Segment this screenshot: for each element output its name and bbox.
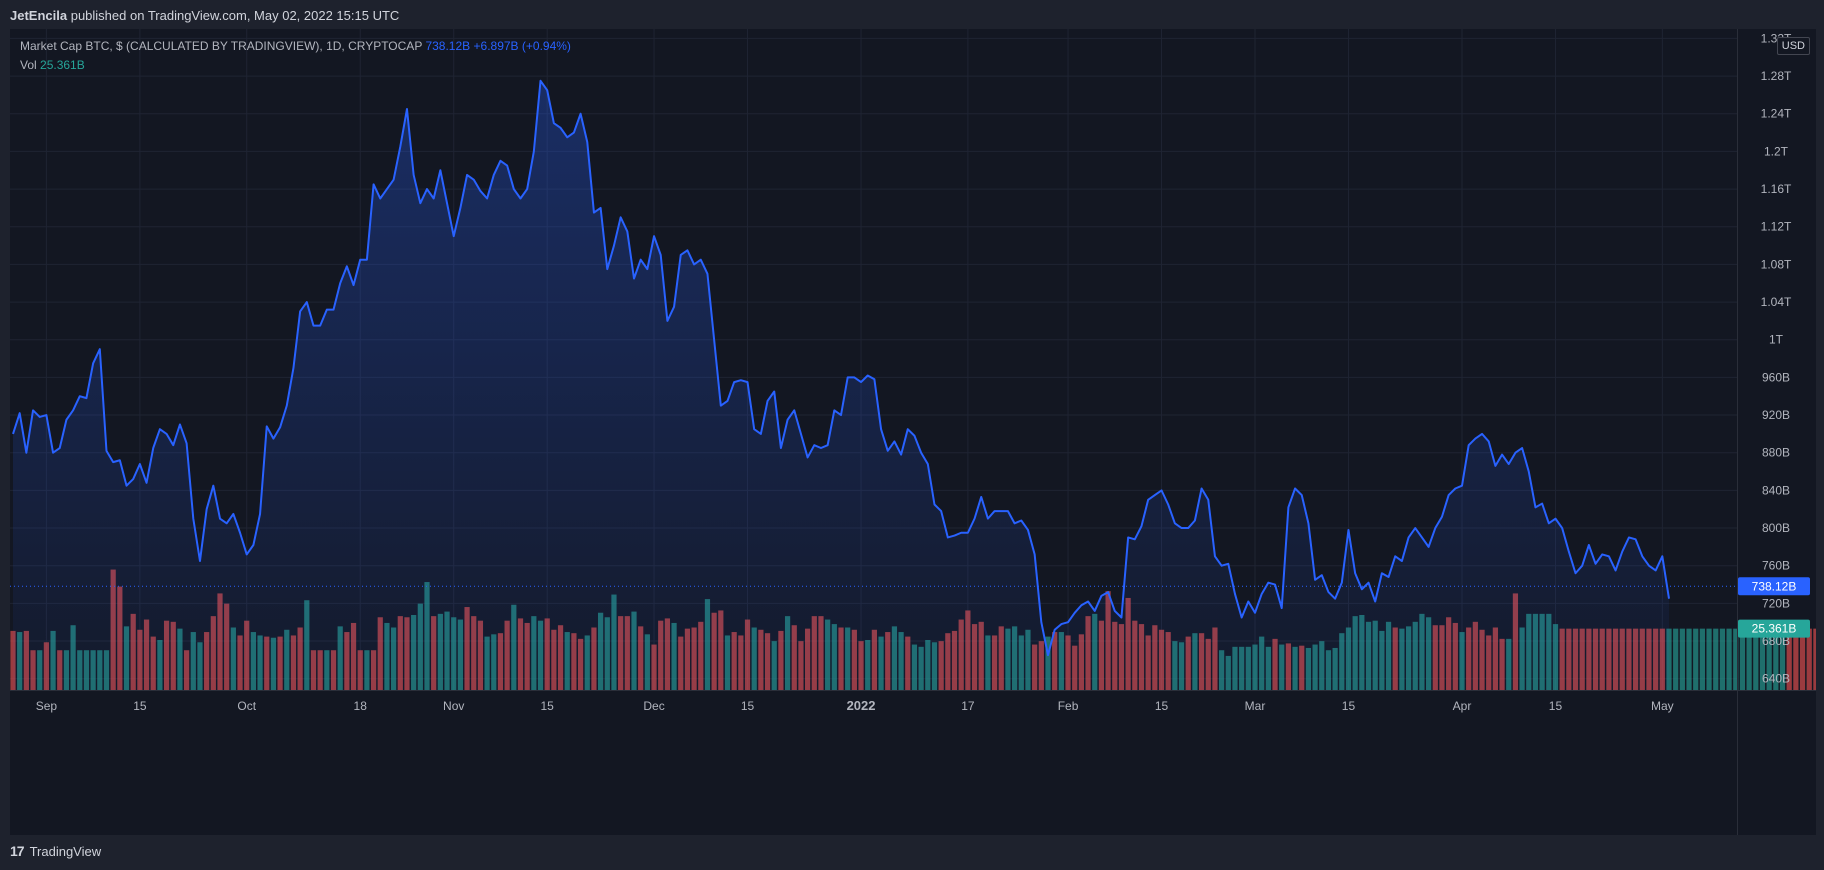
y-tick-label: 880B <box>1762 446 1790 460</box>
volume-bar <box>1793 628 1799 690</box>
volume-bar <box>1766 628 1772 690</box>
y-tick-label: 1.24T <box>1761 107 1792 121</box>
footer: 17 TradingView <box>10 843 101 859</box>
x-tick-label: 15 <box>741 699 755 713</box>
volume-bar <box>1666 628 1672 690</box>
last-volume-badge-bg <box>1738 619 1810 638</box>
x-tick-label: 15 <box>1549 699 1563 713</box>
x-tick-label: 2022 <box>847 698 876 713</box>
legend-symbol[interactable]: Market Cap BTC, $ (CALCULATED BY TRADING… <box>20 39 423 53</box>
x-tick-label: Apr <box>1453 699 1472 713</box>
price-line <box>12 79 1670 657</box>
legend-last-value: 738.12B <box>425 39 471 53</box>
volume-bar <box>1706 628 1712 690</box>
y-tick-label: 840B <box>1762 483 1790 497</box>
y-tick-label: 1.28T <box>1761 69 1792 83</box>
currency-button[interactable]: USD <box>1776 37 1810 55</box>
volume-bar <box>1753 628 1759 690</box>
volume-bar <box>1686 628 1692 690</box>
last-price-badge: 738.12B <box>1738 577 1810 596</box>
y-axis-labels: 1.32T1.28T1.24T1.2T1.16T1.12T1.08T1.04T1… <box>1761 31 1792 685</box>
legend-volume-row: Vol 25.361B <box>20 56 571 75</box>
tradingview-logo-icon[interactable]: 17 <box>10 843 25 859</box>
volume-bar <box>1733 628 1739 690</box>
last-price-badge-bg <box>1738 577 1810 596</box>
author-name[interactable]: JetEncila <box>10 8 68 23</box>
volume-bar <box>1813 628 1816 690</box>
legend-main-row: Market Cap BTC, $ (CALCULATED BY TRADING… <box>20 37 571 56</box>
y-tick-label: 1.2T <box>1764 144 1789 158</box>
x-tick-label: Oct <box>237 699 256 713</box>
volume-bar <box>1746 628 1752 690</box>
y-tick-label: 920B <box>1762 408 1790 422</box>
x-tick-label: 17 <box>961 699 975 713</box>
volume-bar <box>1713 628 1719 690</box>
x-tick-label: 15 <box>1155 699 1169 713</box>
volume-bar <box>1773 628 1779 690</box>
y-tick-label: 760B <box>1762 559 1790 573</box>
y-tick-label: 1.12T <box>1761 220 1792 234</box>
volume-bar <box>1759 628 1766 690</box>
legend-vol-label[interactable]: Vol <box>20 58 37 72</box>
last-volume-badge: 25.361B <box>1738 619 1810 638</box>
legend-vol-value: 25.361B <box>40 58 85 72</box>
volume-bar <box>1693 628 1699 690</box>
y-tick-label: 1T <box>1769 333 1784 347</box>
market-cap-chart[interactable]: 1.32T1.28T1.24T1.2T1.16T1.12T1.08T1.04T1… <box>10 29 1816 835</box>
volume-bar <box>1719 628 1726 690</box>
x-tick-label: May <box>1651 699 1674 713</box>
volume-bar <box>1786 628 1792 690</box>
y-tick-label: 1.04T <box>1761 295 1792 309</box>
y-tick-label: 640B <box>1762 672 1790 686</box>
legend-change: +6.897B (+0.94%) <box>473 39 571 53</box>
volume-bar <box>1799 628 1806 690</box>
volume-bar <box>1726 628 1732 690</box>
x-tick-label: 15 <box>133 699 147 713</box>
y-tick-label: 720B <box>1762 596 1790 610</box>
x-tick-label: Nov <box>443 699 464 713</box>
x-tick-label: 15 <box>1342 699 1356 713</box>
chart-frame[interactable]: 1.32T1.28T1.24T1.2T1.16T1.12T1.08T1.04T1… <box>10 29 1816 835</box>
volume-bar <box>1739 628 1746 690</box>
x-tick-label: Dec <box>643 699 664 713</box>
last-volume-badge-text: 25.361B <box>1752 622 1797 636</box>
y-tick-label: 1.08T <box>1761 257 1792 271</box>
chart-legend: Market Cap BTC, $ (CALCULATED BY TRADING… <box>20 37 571 75</box>
y-tick-label: 960B <box>1762 370 1790 384</box>
volume-bar <box>1679 628 1685 690</box>
x-tick-label: Feb <box>1058 699 1079 713</box>
published-text: published on TradingView.com, May 02, 20… <box>70 8 400 23</box>
volume-bar <box>1699 628 1705 690</box>
x-tick-label: 15 <box>541 699 555 713</box>
tradingview-brand[interactable]: TradingView <box>29 843 102 859</box>
volume-bar <box>1673 628 1679 690</box>
last-price-badge-text: 738.12B <box>1752 579 1797 593</box>
x-tick-label: 18 <box>354 699 368 713</box>
volume-bar <box>1779 628 1786 690</box>
price-area <box>13 80 1669 691</box>
x-axis-labels: Sep 15 Oct 18 Nov 15 Dec 15 2022 17 Feb 15 Mar 15 Apr 1… <box>36 698 1674 713</box>
publication-line: JetEncila published on TradingView.com, … <box>10 8 399 23</box>
y-tick-label: 1.16T <box>1761 182 1792 196</box>
x-tick-label: Mar <box>1245 699 1266 713</box>
y-tick-label: 800B <box>1762 521 1790 535</box>
x-tick-label: Sep <box>36 699 58 713</box>
volume-bar <box>1806 628 1812 690</box>
